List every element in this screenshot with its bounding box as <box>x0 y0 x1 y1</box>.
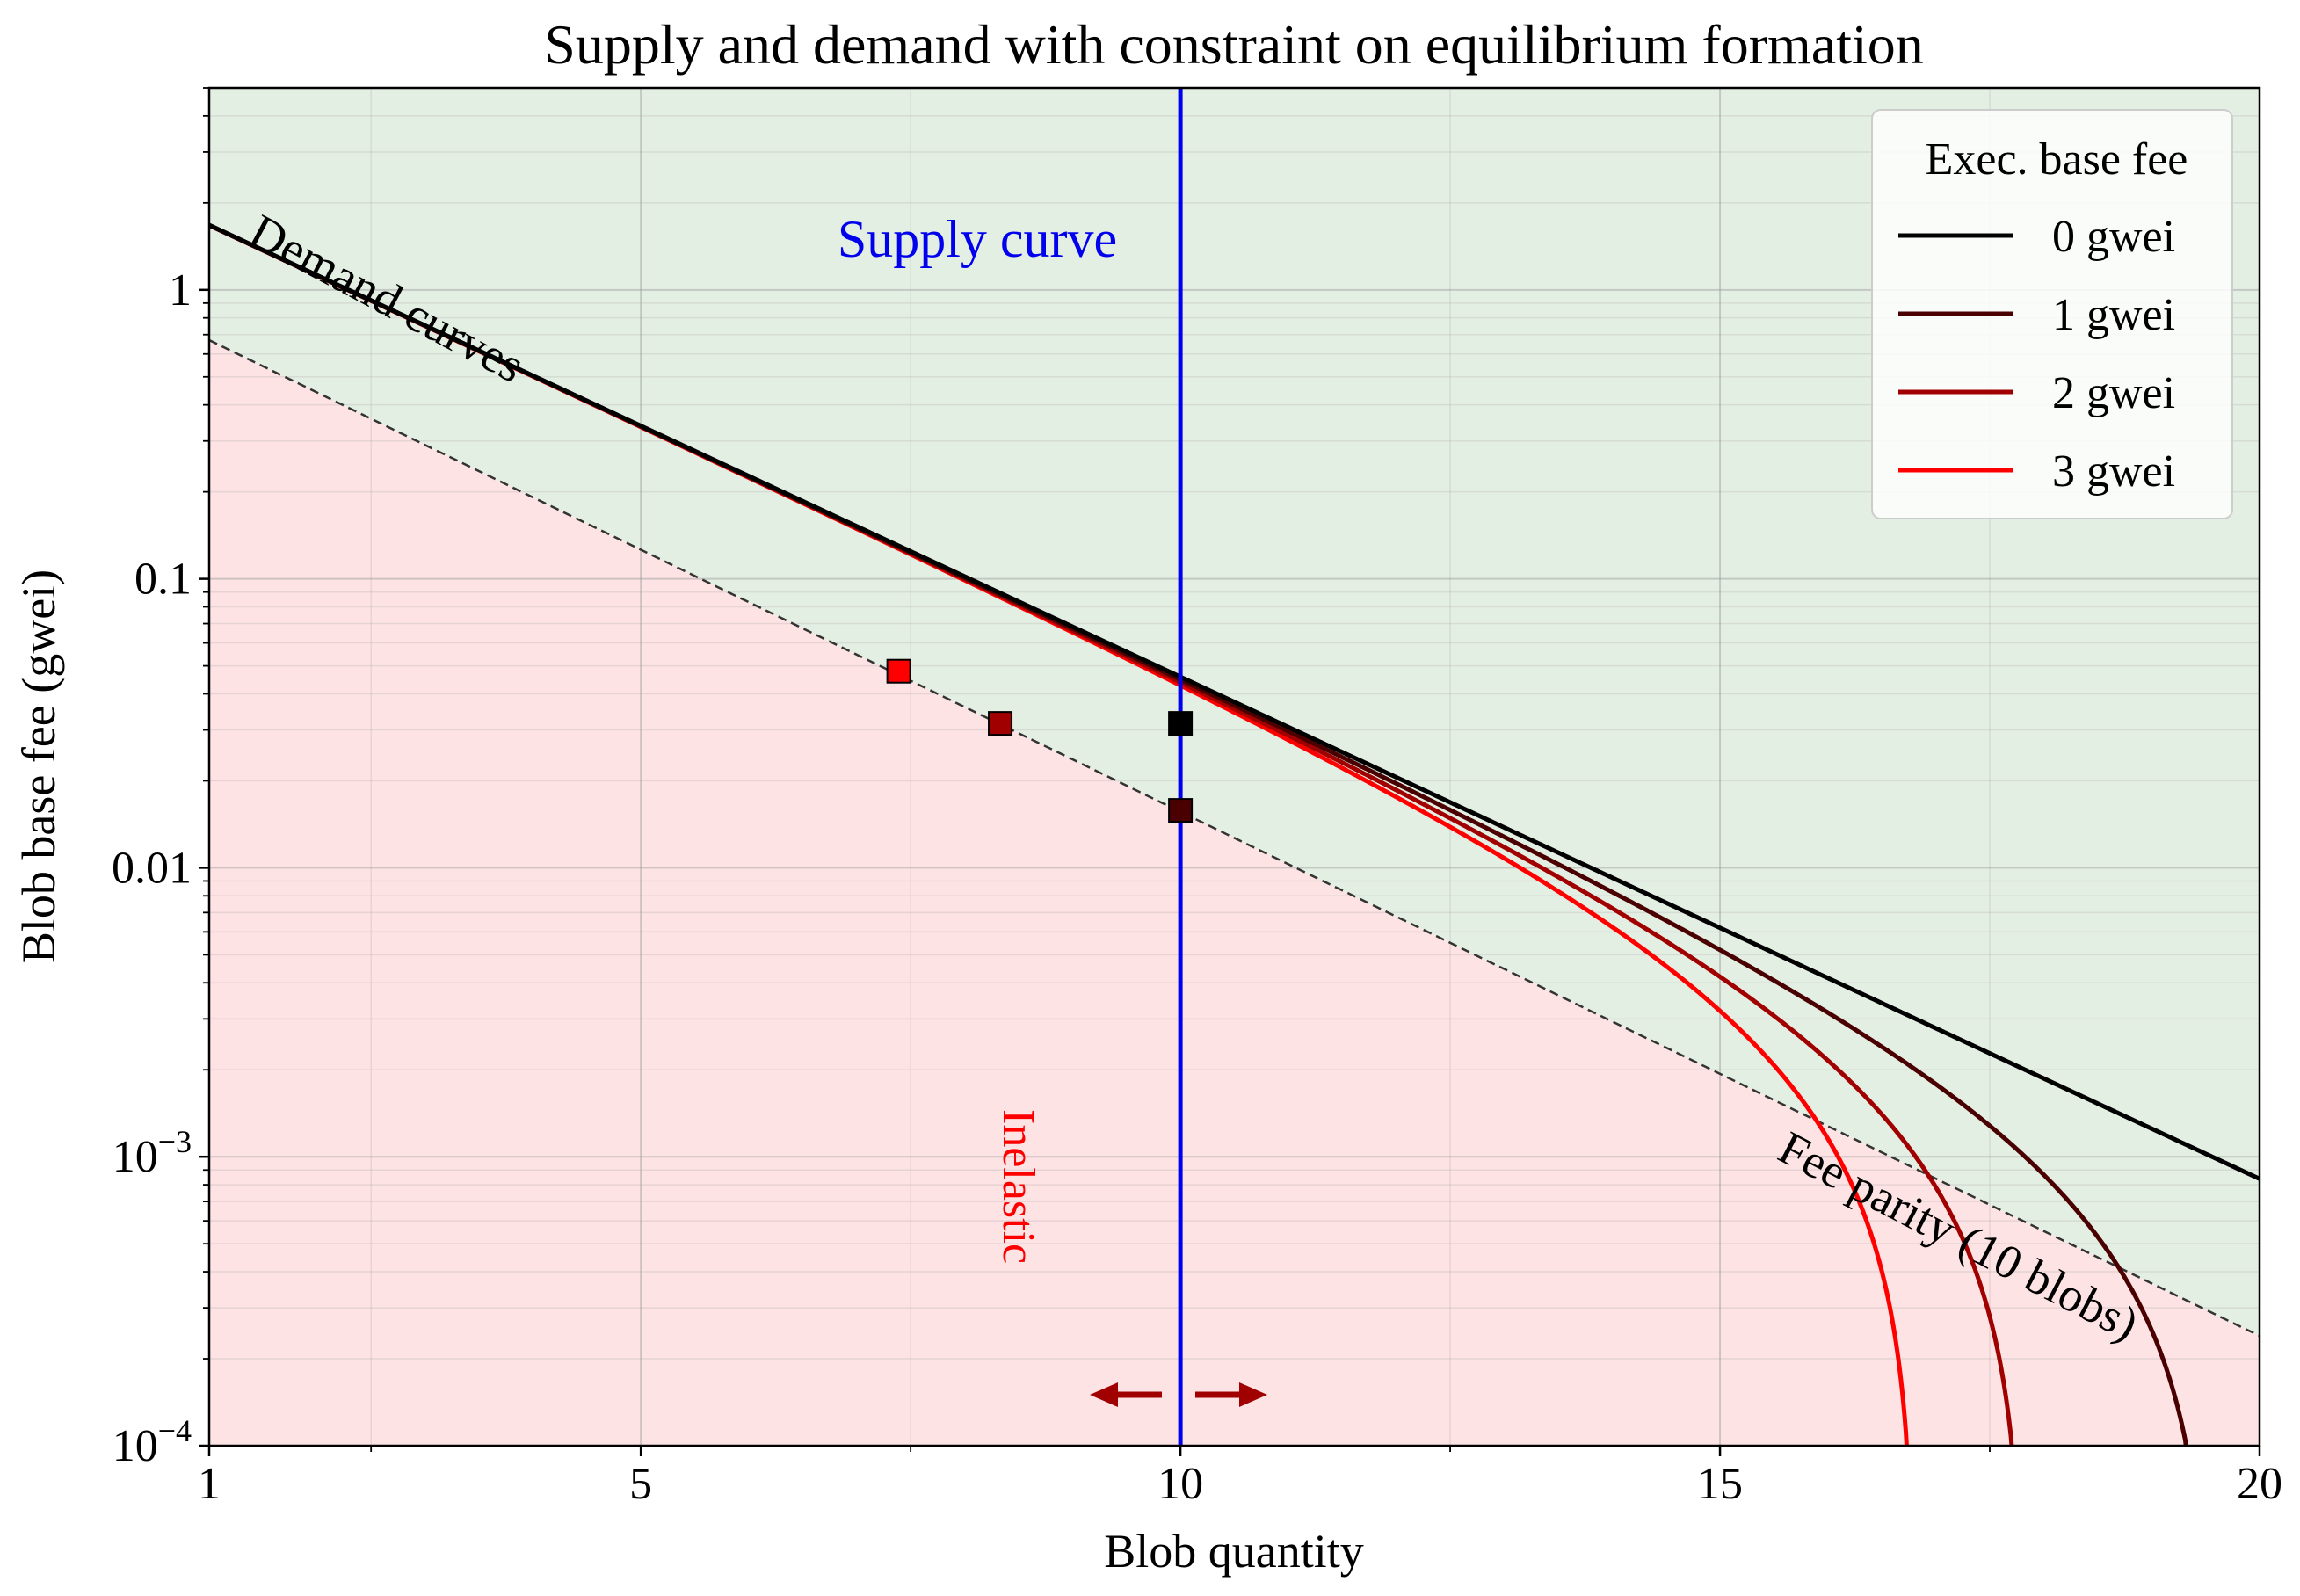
legend-title: Exec. base fee <box>1926 134 2188 185</box>
arrow-right-head <box>1239 1382 1267 1407</box>
inelastic-label: Inelastic <box>993 1109 1043 1264</box>
y-axis-ticks: 10−4 10−3 0.01 0.1 1 <box>112 87 209 1471</box>
x-tick-label: 20 <box>2237 1459 2282 1509</box>
supply-curve-label: Supply curve <box>838 210 1117 268</box>
x-axis-label: Blob quantity <box>1104 1525 1364 1578</box>
legend-label-0-gwei: 0 gwei <box>2052 212 2175 262</box>
x-tick-label: 15 <box>1697 1459 1743 1509</box>
legend-label-1-gwei: 1 gwei <box>2052 290 2175 340</box>
x-axis-ticks: 1 5 10 15 20 <box>198 1446 2282 1509</box>
y-axis-label: Blob base fee (gwei) <box>12 569 65 963</box>
legend: Exec. base fee 0 gwei 1 gwei 2 gwei 3 gwei <box>1871 109 2233 519</box>
plot-area <box>209 88 2260 1446</box>
x-tick-label: 5 <box>629 1459 652 1509</box>
fee-parity-line <box>209 338 2260 1338</box>
chart-title: Supply and demand with constraint on equ… <box>544 13 1924 76</box>
y-tick-label: 10−3 <box>112 1124 192 1182</box>
series-lines <box>209 222 2260 1446</box>
legend-box <box>1871 109 2233 519</box>
region-below-parity <box>209 340 2260 1446</box>
x-tick-label: 10 <box>1157 1459 1203 1509</box>
plot-frame <box>207 86 2261 1447</box>
legend-entries: 0 gwei 1 gwei 2 gwei 3 gwei <box>1898 212 2175 497</box>
equilibrium-markers <box>886 658 1194 823</box>
equilibrium-marker-3-gwei <box>886 658 911 684</box>
arrow-left-head <box>1090 1382 1118 1407</box>
x-tick-label: 1 <box>198 1459 221 1509</box>
elasticity-arrows <box>1090 1382 1267 1407</box>
equilibrium-marker-0-gwei <box>1168 711 1194 736</box>
legend-label-2-gwei: 2 gwei <box>2052 368 2175 418</box>
equilibrium-marker-2-gwei <box>988 711 1013 736</box>
demand-curve-0-gwei <box>209 222 2260 1181</box>
y-tick-label: 10−4 <box>112 1413 192 1471</box>
y-tick-label: 0.01 <box>112 843 192 893</box>
equilibrium-marker-1-gwei <box>1168 798 1194 823</box>
y-tick-label: 1 <box>169 265 192 316</box>
y-tick-label: 0.1 <box>134 555 192 605</box>
legend-label-3-gwei: 3 gwei <box>2052 446 2175 497</box>
